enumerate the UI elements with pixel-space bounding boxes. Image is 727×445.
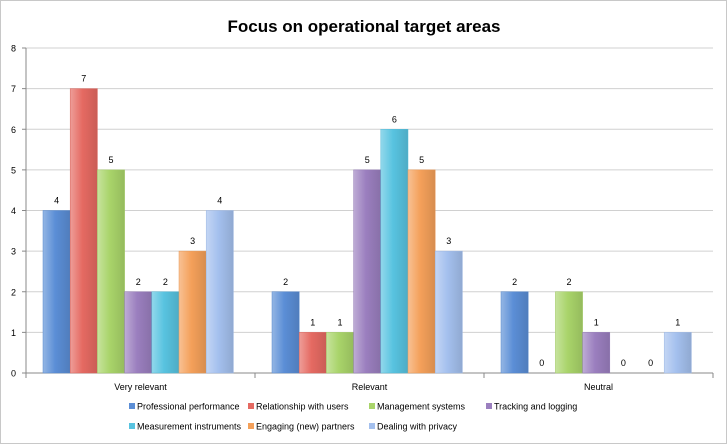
legend-swatch — [369, 403, 375, 409]
data-label: 5 — [419, 155, 424, 165]
bar — [500, 291, 529, 374]
bar — [353, 169, 382, 374]
y-tick-label: 0 — [11, 369, 16, 379]
y-tick-label: 1 — [11, 328, 16, 338]
data-label: 4 — [54, 196, 59, 206]
data-label: 0 — [648, 358, 653, 368]
data-label: 2 — [136, 277, 141, 287]
data-label: 5 — [365, 155, 370, 165]
bar — [178, 250, 207, 374]
data-label: 1 — [594, 317, 599, 327]
data-label: 2 — [566, 277, 571, 287]
data-label: 7 — [81, 74, 86, 84]
legend-swatch — [129, 423, 135, 429]
data-label: 3 — [446, 236, 451, 246]
legend-swatch — [129, 403, 135, 409]
y-tick-label: 8 — [11, 44, 16, 54]
y-tick-label: 5 — [11, 165, 16, 175]
data-label: 2 — [512, 277, 517, 287]
legend-label: Relationship with users — [256, 402, 349, 412]
data-label: 0 — [621, 358, 626, 368]
legend-label: Professional performance — [137, 402, 240, 412]
bar — [434, 250, 463, 374]
chart-title: Focus on operational target areas — [227, 17, 500, 36]
bar — [298, 332, 327, 374]
bar — [380, 129, 409, 374]
data-label: 1 — [310, 317, 315, 327]
bar — [555, 291, 583, 374]
x-tick-label: Neutral — [584, 382, 613, 392]
bar — [69, 88, 98, 374]
legend-label: Engaging (new) partners — [256, 422, 355, 432]
y-tick-label: 3 — [11, 247, 16, 257]
legend-label: Measurement instruments — [137, 422, 242, 432]
legend-swatch — [248, 403, 254, 409]
x-tick-label: Relevant — [352, 382, 388, 392]
data-label: 3 — [190, 236, 195, 246]
legend-label: Tracking and logging — [494, 402, 577, 412]
bar — [407, 169, 436, 374]
x-tick-label: Very relevant — [114, 382, 167, 392]
bar — [97, 169, 125, 374]
data-labels: 4 7 5 2 2 3 4 2 1 1 5 6 5 3 2 0 2 1 0 0 1 — [54, 74, 680, 368]
bar — [42, 210, 71, 374]
y-tick-label: 7 — [11, 84, 16, 94]
bar — [151, 291, 180, 374]
data-label: 2 — [283, 277, 288, 287]
bar — [124, 291, 153, 374]
data-label: 5 — [108, 155, 113, 165]
y-tick-label: 6 — [11, 125, 16, 135]
legend-label: Dealing with privacy — [377, 422, 458, 432]
bar — [582, 332, 611, 374]
legend-label: Management systems — [377, 402, 466, 412]
y-tick-label: 4 — [11, 206, 16, 216]
data-label: 2 — [163, 277, 168, 287]
data-label: 1 — [337, 317, 342, 327]
legend-swatch — [248, 423, 254, 429]
legend-swatch — [369, 423, 375, 429]
data-label: 0 — [539, 358, 544, 368]
legend-swatch — [486, 403, 492, 409]
bar — [663, 332, 692, 374]
bars — [42, 88, 692, 374]
legend: Professional performance Relationship wit… — [129, 402, 577, 432]
bar — [205, 210, 234, 374]
bar — [326, 332, 354, 374]
y-tick-label: 2 — [11, 287, 16, 297]
bar — [271, 291, 300, 374]
data-label: 6 — [392, 114, 397, 124]
data-label: 1 — [675, 317, 680, 327]
data-label: 4 — [217, 196, 222, 206]
